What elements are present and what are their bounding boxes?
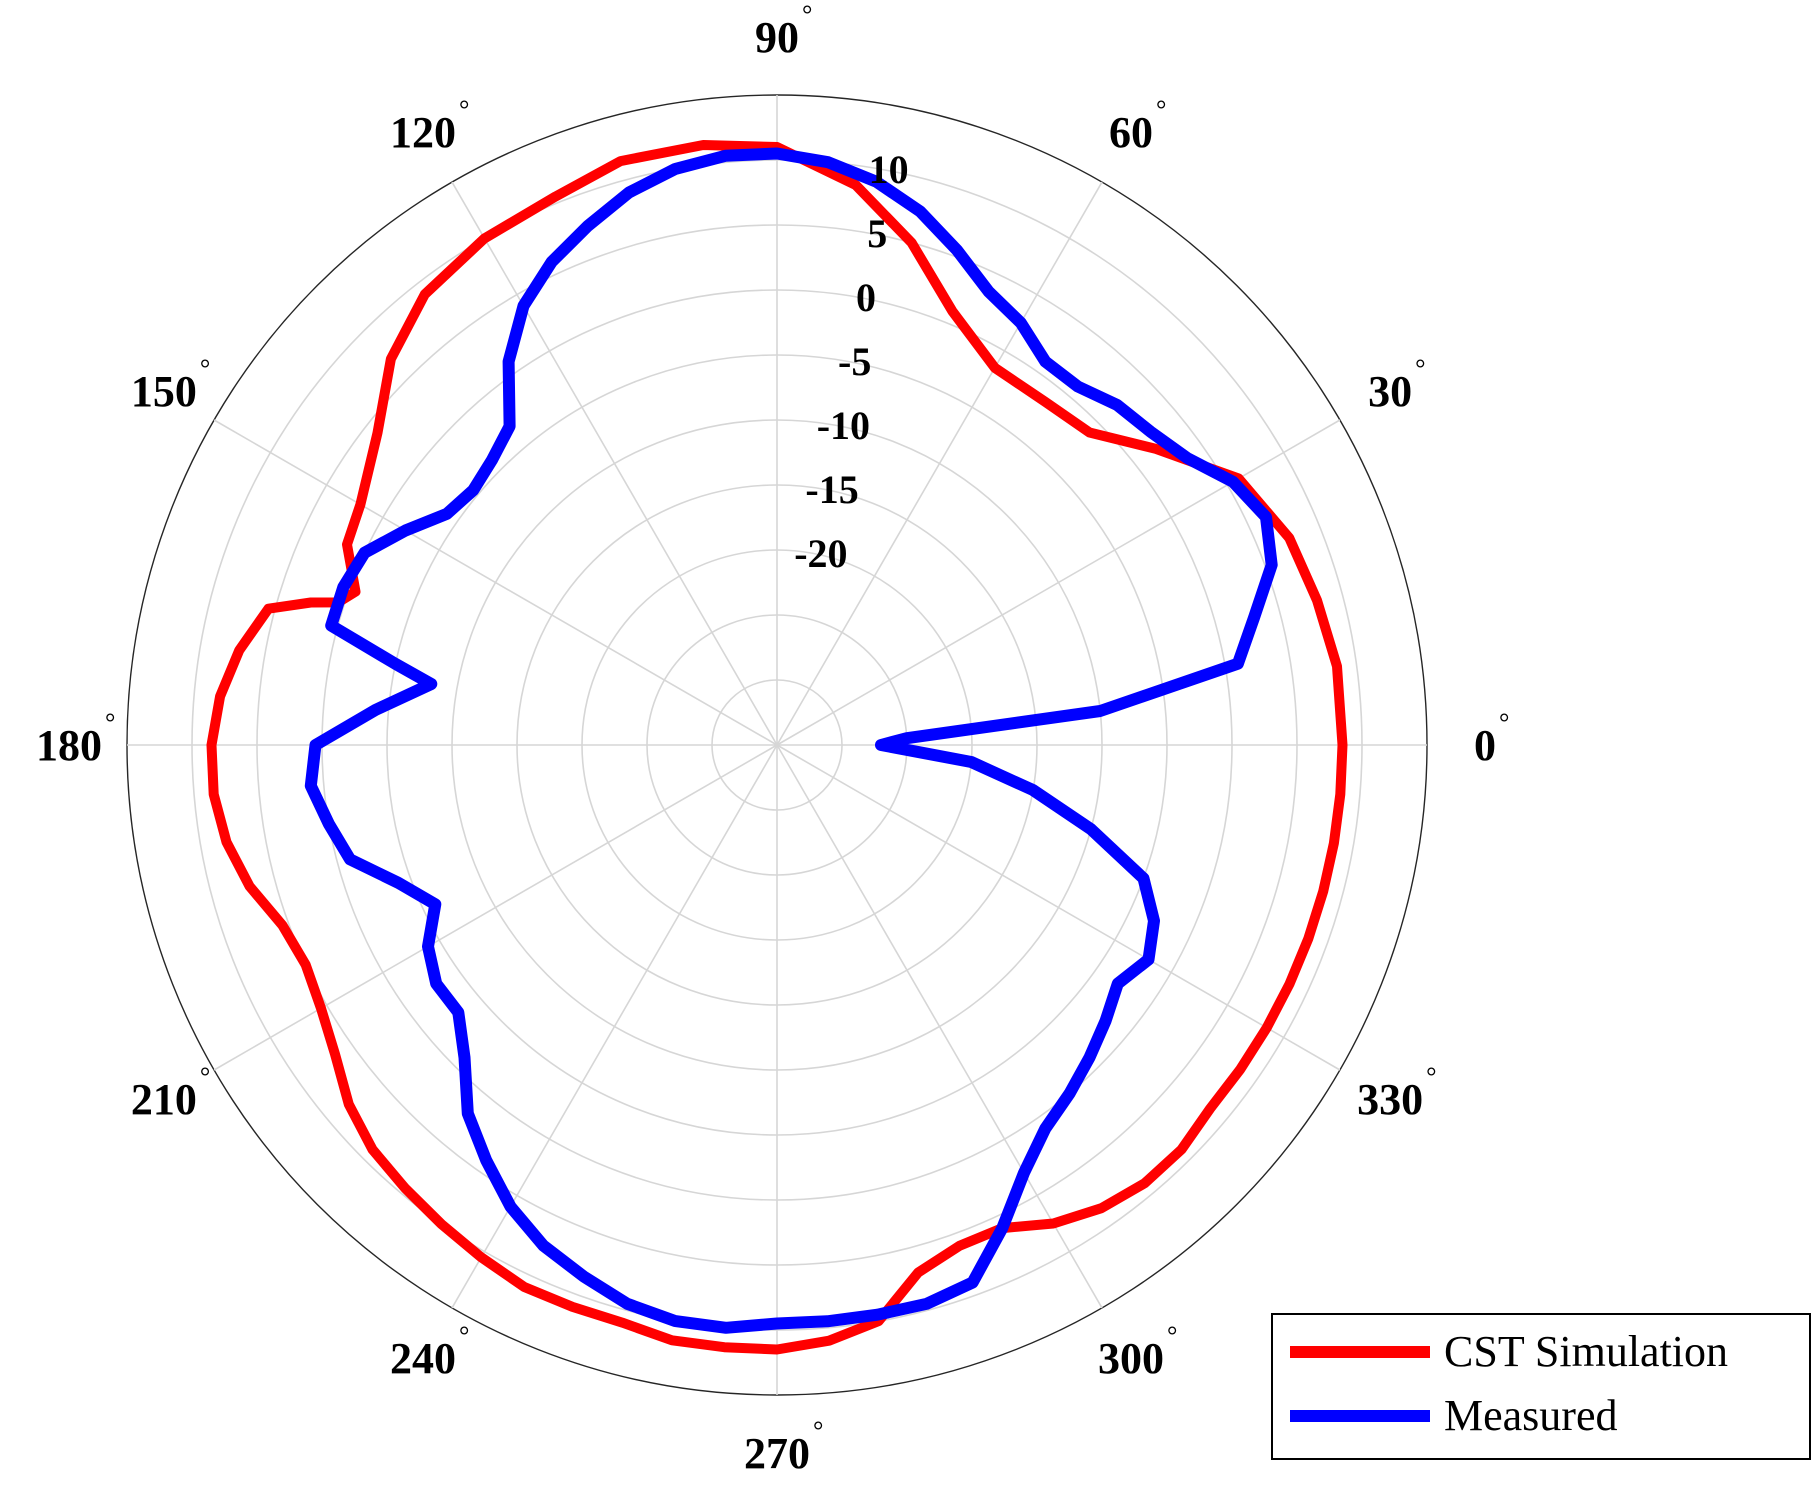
- degree-symbol: °: [459, 1321, 469, 1350]
- radial-tick-label: -20: [794, 531, 847, 576]
- grid-spoke: [213, 419, 778, 746]
- angle-tick-label: 150 °: [131, 354, 210, 416]
- angle-tick-text: 180: [36, 721, 102, 770]
- radial-tick-label: -15: [805, 467, 858, 512]
- grid-spoke: [776, 744, 1341, 1071]
- degree-symbol: °: [105, 708, 115, 737]
- radial-tick-label: 0: [856, 275, 876, 320]
- grid-spoke: [451, 181, 778, 746]
- radial-tick-label: -5: [838, 339, 871, 384]
- degree-symbol: °: [200, 354, 210, 383]
- radial-tick-label: 10: [869, 147, 909, 192]
- angle-tick-label: 120 °: [390, 95, 469, 157]
- angle-tick-text: 30: [1368, 367, 1412, 416]
- degree-symbol: °: [1426, 1062, 1436, 1091]
- angle-tick-label: 0 °: [1474, 708, 1509, 770]
- angle-tick-label: 30 °: [1368, 354, 1425, 416]
- series-line-cst-simulation: [206, 140, 1348, 1355]
- angle-tick-label: 330 °: [1357, 1062, 1436, 1124]
- grid-spoke: [451, 744, 778, 1309]
- angle-tick-label: 270 °: [744, 1416, 823, 1478]
- degree-symbol: °: [1167, 1321, 1177, 1350]
- grid-spoke: [213, 744, 778, 1071]
- radial-tick-label: 5: [867, 211, 887, 256]
- radial-tick-labels: 10 5 0 -5 -10 -15 -20: [794, 147, 908, 576]
- series-layer: [206, 140, 1348, 1355]
- grid-spoke: [776, 419, 1341, 746]
- angle-tick-labels: 0 °30 °60 °90 °120 °150 °180 °210 °240 °270 °300 °3…: [36, 0, 1509, 1478]
- angle-tick-text: 330: [1357, 1075, 1423, 1124]
- legend-box: [1271, 1313, 1811, 1460]
- degree-symbol: °: [813, 1416, 823, 1445]
- legend-label-cst: CST Simulation: [1444, 1327, 1728, 1376]
- angle-tick-text: 0: [1474, 721, 1496, 770]
- angle-tick-label: 240 °: [390, 1321, 469, 1383]
- degree-symbol: °: [200, 1062, 210, 1091]
- legend: CST Simulation Measured: [1271, 1313, 1811, 1460]
- grid-spoke: [776, 744, 1103, 1309]
- degree-symbol: °: [459, 95, 469, 124]
- angle-tick-text: 60: [1109, 108, 1153, 157]
- angle-tick-label: 210 °: [131, 1062, 210, 1124]
- degree-symbol: °: [1499, 708, 1509, 737]
- degree-symbol: °: [802, 0, 812, 29]
- angle-tick-text: 120: [390, 108, 456, 157]
- angle-tick-text: 210: [131, 1075, 197, 1124]
- grid-spoke: [776, 181, 1103, 746]
- angle-tick-label: 90 °: [755, 0, 812, 62]
- angle-tick-text: 150: [131, 367, 197, 416]
- series-line-measured: [304, 147, 1278, 1334]
- radial-tick-label: -10: [817, 403, 870, 448]
- angle-tick-text: 270: [744, 1429, 810, 1478]
- angle-tick-text: 300: [1098, 1334, 1164, 1383]
- angle-tick-text: 240: [390, 1334, 456, 1383]
- angle-tick-label: 180 °: [36, 708, 115, 770]
- angle-tick-label: 300 °: [1098, 1321, 1177, 1383]
- degree-symbol: °: [1415, 354, 1425, 383]
- angle-tick-label: 60 °: [1109, 95, 1166, 157]
- legend-label-measured: Measured: [1444, 1391, 1618, 1440]
- degree-symbol: °: [1156, 95, 1166, 124]
- angle-tick-text: 90: [755, 13, 799, 62]
